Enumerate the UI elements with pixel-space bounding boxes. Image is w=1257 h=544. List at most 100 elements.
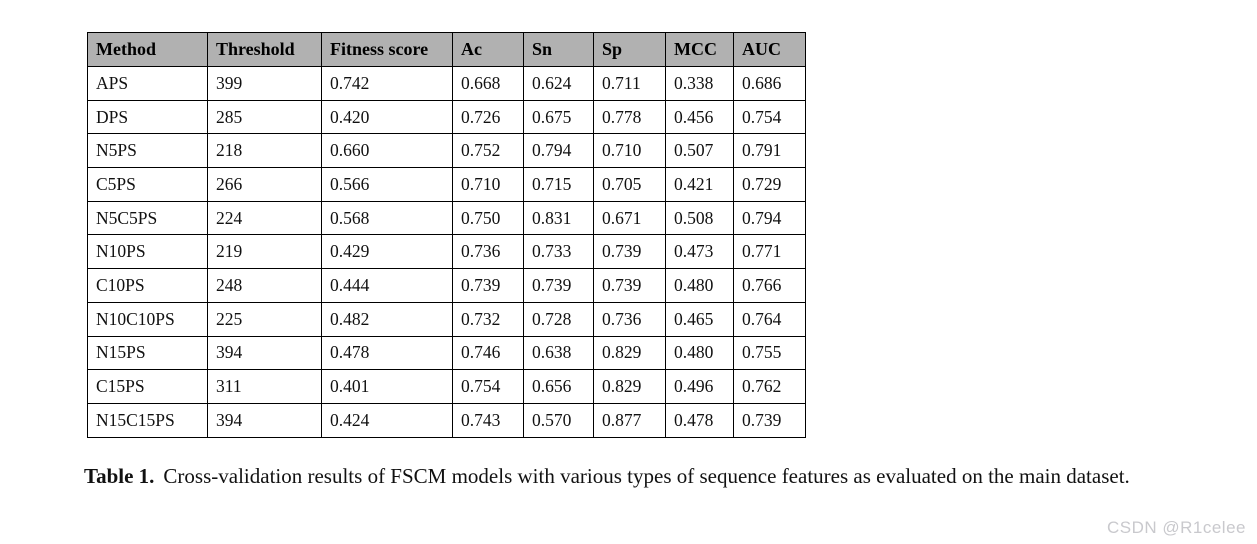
table-cell: 0.739: [452, 268, 524, 303]
table-cell: 266: [207, 167, 322, 202]
table-cell: 0.424: [321, 402, 453, 438]
table-cell: 0.739: [733, 402, 806, 438]
table-cell: 0.726: [452, 99, 524, 135]
table-cell: 0.705: [593, 167, 666, 202]
table-cell: 218: [207, 133, 322, 169]
table-cell: 0.746: [452, 335, 524, 371]
table-caption: Table 1. Cross-validation results of FSCM…: [84, 462, 1232, 491]
table-cell: 225: [207, 301, 322, 337]
table-cell: 0.711: [593, 66, 666, 101]
table-cell: 0.570: [523, 402, 594, 438]
table-cell: 0.733: [523, 234, 594, 270]
table-cell: APS: [87, 66, 208, 101]
table-cell: 0.754: [452, 369, 524, 404]
table-cell: 0.736: [452, 234, 524, 270]
table-row: N10C10PS 225 0.482 0.732 0.728 0.736 0.465 0.76…: [87, 301, 806, 337]
table-cell: 0.752: [452, 133, 524, 169]
table-body: APS 399 0.742 0.668 0.624 0.711 0.338 0.686 DPS 2…: [87, 66, 806, 438]
table-cell: 0.480: [665, 335, 734, 371]
column-header-ac: Ac: [452, 32, 524, 67]
watermark: CSDN @R1celee: [1106, 518, 1246, 537]
table-cell: 0.739: [593, 268, 666, 303]
table-cell: 0.771: [733, 234, 806, 270]
table-cell: 0.710: [452, 167, 524, 202]
table-cell: 0.732: [452, 301, 524, 337]
table-cell: 0.444: [321, 268, 453, 303]
table-row: N15C15PS 394 0.424 0.743 0.570 0.877 0.478 0.73…: [87, 402, 806, 438]
table-row: APS 399 0.742 0.668 0.624 0.711 0.338 0.686: [87, 66, 806, 101]
table-cell: 0.766: [733, 268, 806, 303]
column-header-sn: Sn: [523, 32, 594, 67]
table-cell: N10C10PS: [87, 301, 208, 337]
table-cell: 0.421: [665, 167, 734, 202]
table-cell: 0.778: [593, 99, 666, 135]
table-cell: 0.743: [452, 402, 524, 438]
table-cell: 0.829: [593, 335, 666, 371]
table-cell: 0.794: [523, 133, 594, 169]
table-cell: 285: [207, 99, 322, 135]
table-row: C15PS 311 0.401 0.754 0.656 0.829 0.496 0.762: [87, 369, 806, 404]
table-cell: C10PS: [87, 268, 208, 303]
table-cell: 0.478: [665, 402, 734, 438]
table-cell: 0.710: [593, 133, 666, 169]
table-cell: C5PS: [87, 167, 208, 202]
column-header-auc: AUC: [733, 32, 806, 67]
results-table: Method Threshold Fitness score Ac Sn Sp MCC AUC…: [87, 32, 806, 438]
column-header-threshold: Threshold: [207, 32, 322, 67]
table-cell: N5PS: [87, 133, 208, 169]
caption-text: Cross-validation results of FSCM models …: [163, 464, 1130, 488]
table-cell: 0.671: [593, 200, 666, 236]
table-cell: 0.656: [523, 369, 594, 404]
table-cell: 0.739: [593, 234, 666, 270]
table-cell: 0.686: [733, 66, 806, 101]
table-cell: 399: [207, 66, 322, 101]
table-cell: 0.456: [665, 99, 734, 135]
table-cell: 0.755: [733, 335, 806, 371]
table-cell: 0.794: [733, 200, 806, 236]
table-cell: 0.482: [321, 301, 453, 337]
column-header-sp: Sp: [593, 32, 666, 67]
column-header-mcc: MCC: [665, 32, 734, 67]
table-cell: 394: [207, 402, 322, 438]
table-cell: 248: [207, 268, 322, 303]
table-cell: N10PS: [87, 234, 208, 270]
table-cell: 0.728: [523, 301, 594, 337]
table-cell: DPS: [87, 99, 208, 135]
table-cell: 394: [207, 335, 322, 371]
table-cell: 0.877: [593, 402, 666, 438]
table-cell: 0.736: [593, 301, 666, 337]
caption-label: Table 1.: [84, 464, 155, 488]
table-row: DPS 285 0.420 0.726 0.675 0.778 0.456 0.754: [87, 99, 806, 135]
table-cell: 0.473: [665, 234, 734, 270]
table-row: C5PS 266 0.566 0.710 0.715 0.705 0.421 0.729: [87, 167, 806, 202]
table-row: N15PS 394 0.478 0.746 0.638 0.829 0.480 0.755: [87, 335, 806, 371]
table-cell: 0.480: [665, 268, 734, 303]
table-cell: 0.338: [665, 66, 734, 101]
table-cell: 0.429: [321, 234, 453, 270]
table-row: N5C5PS 224 0.568 0.750 0.831 0.671 0.508 0.794: [87, 200, 806, 236]
table-cell: 0.624: [523, 66, 594, 101]
table-cell: 0.742: [321, 66, 453, 101]
column-header-method: Method: [87, 32, 208, 67]
table-row: N10PS 219 0.429 0.736 0.733 0.739 0.473 0.771: [87, 234, 806, 270]
table-cell: N5C5PS: [87, 200, 208, 236]
column-header-fitness-score: Fitness score: [321, 32, 453, 67]
table-cell: 0.675: [523, 99, 594, 135]
table-cell: 311: [207, 369, 322, 404]
table-cell: 0.401: [321, 369, 453, 404]
table-row: C10PS 248 0.444 0.739 0.739 0.739 0.480 0.766: [87, 268, 806, 303]
table-cell: 0.729: [733, 167, 806, 202]
table-cell: 0.496: [665, 369, 734, 404]
table-cell: 0.750: [452, 200, 524, 236]
header-row: Method Threshold Fitness score Ac Sn Sp MCC AUC: [87, 32, 806, 67]
table-row: N5PS 218 0.660 0.752 0.794 0.710 0.507 0.791: [87, 133, 806, 169]
table-cell: 0.465: [665, 301, 734, 337]
table-cell: C15PS: [87, 369, 208, 404]
table-cell: 0.420: [321, 99, 453, 135]
table-cell: 219: [207, 234, 322, 270]
table-cell: N15PS: [87, 335, 208, 371]
table-cell: 0.831: [523, 200, 594, 236]
table-cell: 0.739: [523, 268, 594, 303]
table-cell: 0.478: [321, 335, 453, 371]
